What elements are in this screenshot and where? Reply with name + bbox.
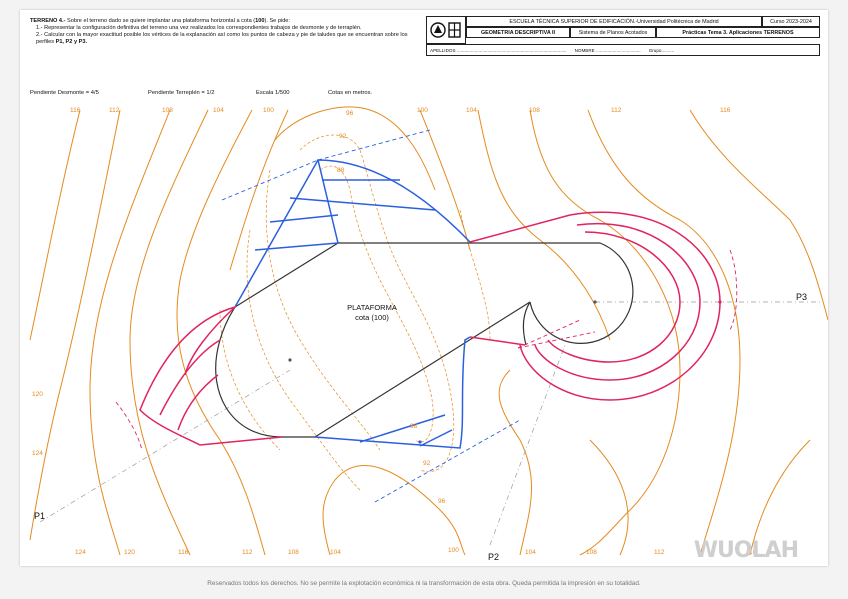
statement-item-1: 1.- Representar la configuración definit… xyxy=(36,25,362,31)
contour-label: 120 xyxy=(32,391,43,398)
contour-label: 108 xyxy=(162,107,173,114)
contour-label: 108 xyxy=(288,549,299,556)
group-field: Grupo.......... xyxy=(648,47,675,53)
course-year: Curso 2023-2024 xyxy=(762,16,820,27)
contour-label: 96 xyxy=(438,498,446,505)
platform-cota: cota (100) xyxy=(355,313,389,322)
contour-label: 112 xyxy=(654,549,665,556)
practice-name: Prácticas Tema 3. Aplicaciones TERRENOS xyxy=(656,27,820,38)
contour-label: 100 xyxy=(448,547,459,554)
contour-label: 116 xyxy=(178,549,189,556)
contour-label: 112 xyxy=(242,549,253,556)
contour-label: 108 xyxy=(529,107,540,114)
terrain-drawing: .c { fill:none; stroke:#e58a1f; stroke-w… xyxy=(29,106,828,562)
embankment-slopes xyxy=(115,211,738,451)
statement-title: TERRENO 4.- Sobre el terreno dado se qui… xyxy=(30,18,290,24)
contour-label: 100 xyxy=(417,107,428,114)
statement-item-2: 2.- Calcular con la mayor exactitud posi… xyxy=(36,32,408,45)
profile-label-p2: P2 xyxy=(488,552,499,562)
contour-label: 100 xyxy=(263,107,274,114)
scale: Escala 1/500 xyxy=(256,90,290,96)
system-name: Sistema de Planos Acotados xyxy=(570,27,656,38)
exercise-statement: TERRENO 4.- Sobre el terreno dado se qui… xyxy=(30,18,420,46)
profile-guides xyxy=(39,301,820,546)
university-logo xyxy=(426,16,466,44)
school-name: ESCUELA TÉCNICA SUPERIOR DE EDIFICACIÓN.… xyxy=(466,16,762,27)
contour-label: 104 xyxy=(525,549,536,556)
contour-label: 124 xyxy=(75,549,86,556)
watermark: WUOLAH xyxy=(693,538,799,563)
contour-label: 104 xyxy=(466,107,477,114)
platform-outline xyxy=(215,242,634,438)
exercise-sheet: TERRENO 4.- Sobre el terreno dado se qui… xyxy=(20,10,828,566)
profile-label-p3: P3 xyxy=(796,292,807,302)
contour-labels-inner: 92 88 88 92 96 xyxy=(337,133,446,505)
contour-label: 92 xyxy=(339,133,347,140)
contour-label: 124 xyxy=(32,450,43,457)
contour-label: 104 xyxy=(213,107,224,114)
subject-name: GEOMETRIA DESCRIPTIVA II xyxy=(466,27,570,38)
contour-label: 116 xyxy=(746,549,757,556)
contour-label: 112 xyxy=(611,107,622,114)
student-fields: APELLIDOS ..............................… xyxy=(426,44,820,56)
contour-label: 116 xyxy=(70,107,81,114)
excavation-slopes xyxy=(221,129,521,503)
contour-label: 92 xyxy=(423,460,431,467)
profile-label-p1: P1 xyxy=(34,511,45,521)
reference-marks xyxy=(288,300,722,444)
contour-labels-bottom: 124 120 116 112 108 104 100 104 108 112 … xyxy=(75,547,757,556)
logo-icon xyxy=(430,22,461,38)
contour-label: 112 xyxy=(109,107,120,114)
dashed-contours xyxy=(219,134,491,491)
surname-field: APELLIDOS ..............................… xyxy=(430,47,567,53)
contour-labels-left: 120 124 xyxy=(32,391,43,457)
copyright-footer: Reservados todos los derechos. No se per… xyxy=(207,580,641,587)
contour-label: 116 xyxy=(720,107,731,114)
platform-label: PLATAFORMA xyxy=(347,303,397,312)
contour-labels-top: 116 112 108 104 100 96 100 104 108 112 1… xyxy=(70,107,731,117)
contour-label: 108 xyxy=(586,549,597,556)
contour-label: 88 xyxy=(337,167,345,174)
units-note: Cotas en metros. xyxy=(328,90,373,96)
contour-label: 88 xyxy=(410,423,418,430)
name-field: NOMBRE .................................… xyxy=(574,47,641,53)
contour-lines xyxy=(29,106,828,556)
slope-desmonte: Pendiente Desmonte = 4/5 xyxy=(30,90,99,96)
contour-label: 120 xyxy=(124,549,135,556)
title-block: ESCUELA TÉCNICA SUPERIOR DE EDIFICACIÓN.… xyxy=(426,16,820,62)
contour-label: 96 xyxy=(346,110,354,117)
slope-terraplen: Pendiente Terreplén = 1/2 xyxy=(148,90,215,96)
contour-label: 104 xyxy=(330,549,341,556)
